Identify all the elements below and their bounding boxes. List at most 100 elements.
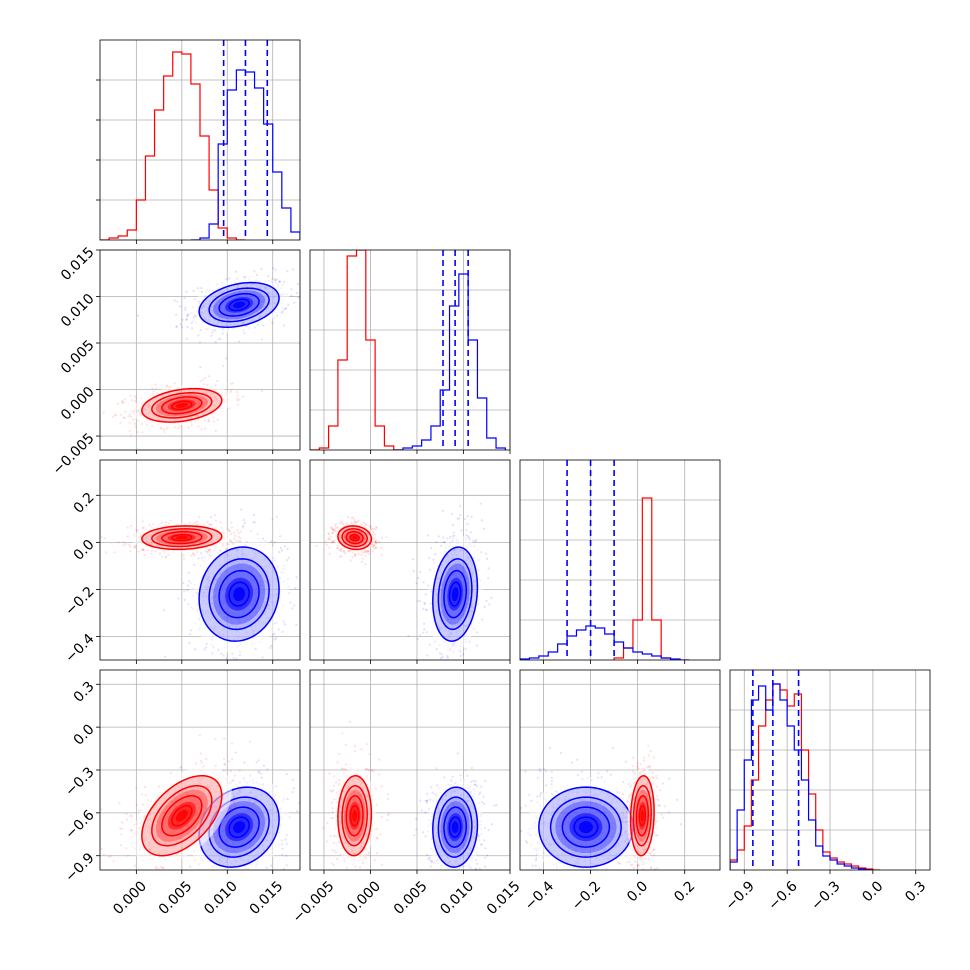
scatter-point xyxy=(374,546,378,549)
scatter-point xyxy=(141,548,144,551)
scatter-point xyxy=(407,635,410,638)
scatter-point xyxy=(368,525,371,528)
density-core xyxy=(175,535,188,540)
contour-line xyxy=(345,531,364,545)
scatter-point xyxy=(253,893,255,895)
scatter-point xyxy=(446,537,449,540)
scatter-point xyxy=(441,655,444,659)
scatter-point xyxy=(159,426,162,429)
scatter-point xyxy=(417,577,420,580)
marginal-panel-0 xyxy=(96,39,301,244)
density-core xyxy=(233,587,246,602)
joint-panel-1-0 xyxy=(96,249,301,454)
scatter-point xyxy=(459,654,463,658)
scatter-point xyxy=(133,544,136,548)
scatter-point xyxy=(231,382,234,385)
scatter-point xyxy=(438,664,440,666)
scatter-point xyxy=(130,525,133,528)
scatter-point xyxy=(220,652,223,656)
scatter-point xyxy=(430,547,433,550)
scatter-point xyxy=(279,535,282,538)
scatter-point xyxy=(373,544,376,547)
scatter-point xyxy=(219,337,222,340)
scatter-point xyxy=(296,809,299,813)
scatter-point xyxy=(260,267,263,271)
scatter-point xyxy=(167,522,170,525)
scatter-point xyxy=(131,814,134,818)
scatter-point xyxy=(302,846,304,848)
scatter-point xyxy=(125,818,129,821)
scatter-point xyxy=(146,549,149,552)
scatter-point xyxy=(483,527,486,531)
scatter-point xyxy=(269,644,273,648)
histogram-red xyxy=(310,250,404,450)
scatter-point xyxy=(481,618,484,621)
scatter-point xyxy=(198,515,201,518)
scatter-point xyxy=(371,550,374,553)
contour-line xyxy=(228,581,250,607)
scatter-point xyxy=(327,537,330,540)
scatter-point xyxy=(184,306,187,309)
scatter-point xyxy=(134,400,137,403)
scatter-point xyxy=(235,657,238,660)
scatter-point xyxy=(335,526,338,529)
scatter-point xyxy=(164,655,167,658)
scatter-point xyxy=(295,292,298,295)
scatter-point xyxy=(354,521,357,524)
scatter-point xyxy=(446,656,449,659)
scatter-point xyxy=(137,550,140,553)
density-core xyxy=(233,301,246,309)
scatter-point xyxy=(354,553,357,556)
scatter-point xyxy=(250,530,253,533)
scatter-point xyxy=(372,527,375,530)
scatter-point xyxy=(290,294,293,297)
scatter-point xyxy=(228,407,231,410)
scatter-point xyxy=(196,551,199,554)
scatter-point xyxy=(128,421,131,424)
scatter-point xyxy=(176,300,179,303)
scatter-point xyxy=(167,553,170,557)
scatter-point xyxy=(279,547,282,550)
scatter-point xyxy=(466,522,469,526)
scatter-point xyxy=(256,533,259,536)
scatter-point xyxy=(229,391,232,394)
scatter-point xyxy=(286,559,289,562)
scatter-point xyxy=(182,557,186,560)
scatter-point xyxy=(221,332,224,335)
scatter-point xyxy=(287,556,290,559)
scatter-point xyxy=(329,538,332,541)
scatter-point xyxy=(136,529,140,532)
scatter-point xyxy=(375,546,378,550)
scatter-point xyxy=(342,550,346,553)
scatter-point xyxy=(282,620,285,623)
density-core xyxy=(352,535,358,540)
joint-panel-2-1 xyxy=(309,459,511,666)
scatter-point xyxy=(142,526,145,529)
scatter-point xyxy=(208,673,210,675)
scatter-point xyxy=(467,536,470,539)
scatter-point xyxy=(179,323,182,326)
scatter-point xyxy=(362,551,365,554)
scatter-point xyxy=(442,541,445,544)
scatter-point xyxy=(375,542,378,545)
scatter-point xyxy=(223,763,226,767)
contour-line xyxy=(218,569,260,619)
scatter-point xyxy=(449,536,452,539)
scatter-point xyxy=(103,537,106,540)
scatter-point xyxy=(199,380,202,383)
scatter-point xyxy=(330,526,333,530)
scatter-point xyxy=(356,520,359,524)
scatter-point xyxy=(187,571,190,574)
scatter-point xyxy=(207,419,210,422)
scatter-point xyxy=(173,382,176,385)
scatter-point xyxy=(331,531,334,535)
scatter-point xyxy=(129,415,132,418)
contour-line xyxy=(151,392,213,419)
scatter-point xyxy=(185,290,188,293)
contour-line xyxy=(228,816,250,838)
histogram-blue xyxy=(730,683,873,870)
scatter-point xyxy=(209,516,212,519)
contour-line xyxy=(161,531,203,545)
scatter-point xyxy=(281,853,284,856)
scatter-point xyxy=(357,553,360,556)
